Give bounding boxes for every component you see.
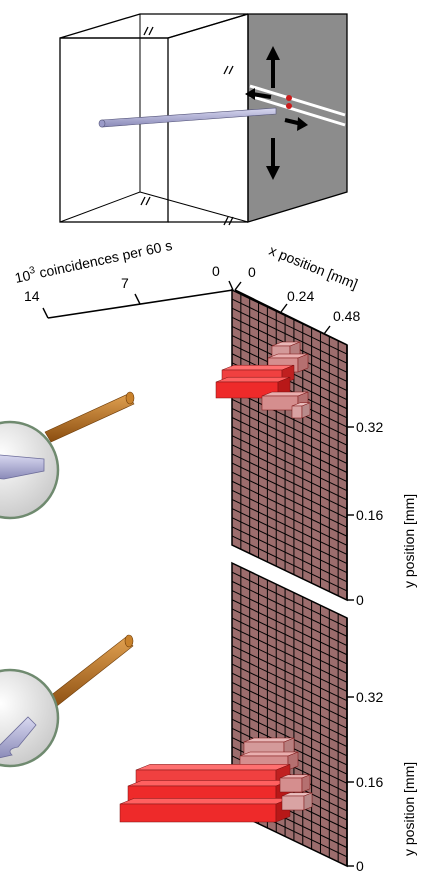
x-axis-label: x position [mm] (267, 242, 360, 292)
coincidence-tick-label: 0 (212, 263, 220, 279)
coincidence-tick-label: 14 (24, 288, 40, 304)
y-axis-lower: 0.32 0.16 0 y position [mm] (346, 618, 417, 874)
coincidence-axis-label: 103 coincidences per 60 s (13, 236, 173, 286)
stripe-marks (249, 84, 346, 127)
histogram-bar (127, 780, 291, 803)
x-tick-label: 0.48 (333, 308, 360, 324)
y-tick-label: 0.16 (356, 774, 383, 790)
needle (98, 107, 277, 128)
arrow-down-icon (266, 138, 280, 180)
red-dot (286, 103, 292, 109)
coincidence-axis: 103 coincidences per 60 s 14 7 0 (13, 236, 234, 319)
y-tick-label: 0 (356, 592, 364, 608)
arrow-left-icon (245, 88, 272, 100)
histogram-bar (281, 792, 313, 811)
cube-right-face (247, 13, 348, 223)
cube-schematic (59, 13, 348, 226)
red-dot (286, 95, 292, 101)
grid-panel-upper (231, 288, 348, 602)
x-tick-label: 0 (248, 264, 256, 280)
histogram-bar (119, 798, 291, 823)
histogram-bar (291, 402, 311, 419)
y-tick-label: 0.16 (356, 507, 383, 523)
cube-top-face (59, 13, 249, 39)
histogram-bar (135, 764, 291, 785)
cube-front-face (59, 37, 169, 223)
y-axis-upper: 0.32 0.16 0 y position [mm] (346, 345, 417, 608)
magnifier-icon (0, 634, 134, 768)
arrow-right-icon (284, 117, 308, 131)
magnifier-icon (0, 391, 135, 520)
y-tick-label: 0.32 (356, 419, 383, 435)
y-axis-label: y position [mm] (401, 762, 417, 856)
y-axis-label: y position [mm] (401, 494, 417, 588)
y-tick-label: 0.32 (356, 689, 383, 705)
y-tick-label: 0 (356, 858, 364, 874)
arrow-up-icon (266, 46, 280, 88)
coincidence-tick-label: 7 (121, 275, 129, 291)
x-tick-label: 0.24 (287, 288, 314, 304)
bars-upper (215, 341, 311, 419)
histogram-bar (279, 774, 311, 793)
bars-lower (119, 737, 313, 823)
